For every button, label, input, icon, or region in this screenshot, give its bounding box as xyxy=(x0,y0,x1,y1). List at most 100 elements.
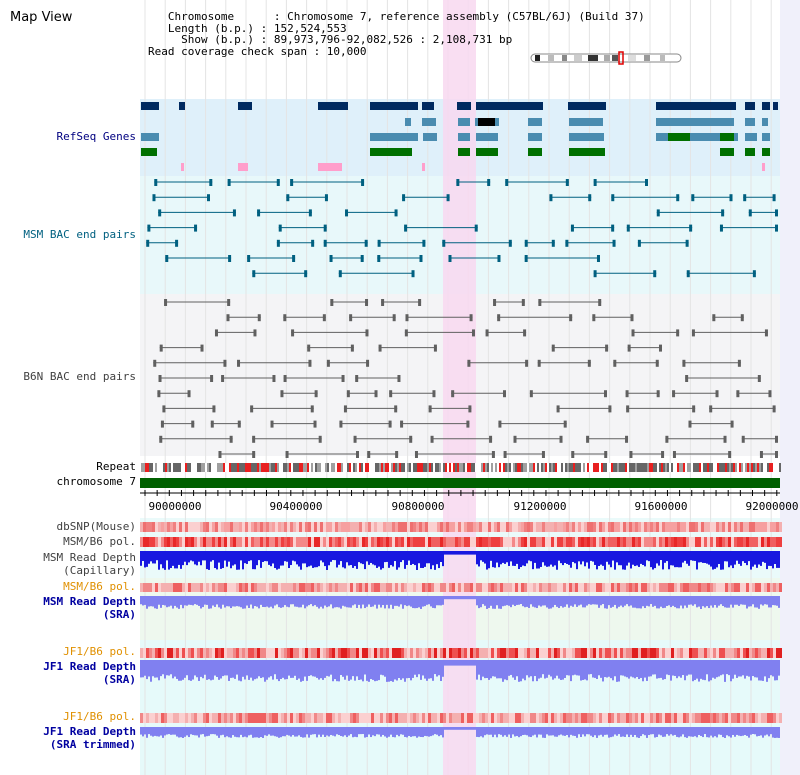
heat-cell xyxy=(416,583,419,592)
read-depth-bar xyxy=(390,551,392,566)
read-depth-bar xyxy=(308,660,310,677)
read-depth-bar xyxy=(362,596,364,605)
track-label-msm-bac[interactable]: MSM BAC end pairs xyxy=(23,228,136,241)
heat-cell xyxy=(725,648,728,658)
heat-cell xyxy=(146,648,149,658)
read-depth-bar xyxy=(468,727,470,730)
heat-cell xyxy=(566,713,569,723)
gene-feature xyxy=(179,102,185,110)
msm-bac-pair-end xyxy=(206,194,210,202)
read-depth-bar xyxy=(632,596,634,608)
read-depth-bar xyxy=(158,551,160,570)
read-depth-bar xyxy=(156,551,158,561)
b6n-bac-pair-end xyxy=(730,420,734,428)
read-depth-bar xyxy=(350,727,352,735)
msm-bac-pair-end xyxy=(611,224,615,232)
track-label-jf1-read-depth-sra[interactable]: JF1 Read Depth xyxy=(43,660,136,673)
heat-cell xyxy=(725,522,728,532)
read-depth-bar xyxy=(582,660,584,680)
heat-cell xyxy=(209,522,212,532)
read-depth-bar xyxy=(160,727,162,736)
heat-cell xyxy=(320,537,323,547)
b6n-bac-pair-end xyxy=(764,329,768,337)
track-label-jf1-b6-pol[interactable]: JF1/B6 pol. xyxy=(63,645,136,658)
heat-cell xyxy=(455,713,458,723)
gene-feature xyxy=(476,133,498,141)
read-depth-bar xyxy=(392,551,394,567)
read-depth-bar xyxy=(662,551,664,570)
repeat-segment xyxy=(675,463,677,472)
track-label-msm-read-depth-capillary[interactable]: MSM Read Depth xyxy=(43,551,136,564)
read-depth-bar xyxy=(272,660,274,680)
heat-cell xyxy=(704,537,707,547)
heat-cell xyxy=(530,537,533,547)
heat-cell xyxy=(476,713,479,723)
repeat-segment xyxy=(773,463,775,472)
read-depth-bar xyxy=(152,660,154,677)
heat-cell xyxy=(548,713,551,723)
track-label-b6n-bac[interactable]: B6N BAC end pairs xyxy=(23,370,136,383)
b6n-bac-pair-end xyxy=(537,359,541,367)
read-depth-bar xyxy=(332,596,334,609)
read-depth-bar xyxy=(142,596,144,606)
heat-cell xyxy=(170,522,173,532)
msm-bac-pair-end xyxy=(743,194,747,202)
heat-cell xyxy=(773,522,776,532)
heat-cell xyxy=(419,537,422,547)
track-label-msm-b6-pol-sra[interactable]: MSM/B6 pol. xyxy=(63,580,136,593)
read-depth-bar xyxy=(368,551,370,565)
heat-cell xyxy=(743,583,746,592)
read-depth-bar xyxy=(444,727,446,730)
read-depth-bar xyxy=(242,596,244,609)
repeat-segment xyxy=(609,463,611,472)
heat-cell xyxy=(569,522,572,532)
b6n-bac-pair-end xyxy=(605,344,609,352)
read-depth-bar xyxy=(680,596,682,606)
heat-cell xyxy=(203,648,206,658)
read-depth-bar xyxy=(344,660,346,680)
heat-cell xyxy=(362,522,365,532)
read-depth-bar xyxy=(288,596,290,608)
heat-cell xyxy=(656,522,659,532)
track-label-jf1-read-depth-trimmed[interactable]: JF1 Read Depth xyxy=(43,725,136,738)
b6n-bac-pair-end xyxy=(339,420,343,428)
ideogram-band xyxy=(562,55,567,61)
heat-cell xyxy=(506,583,509,592)
msm-bac-pair-end xyxy=(442,239,446,247)
read-depth-bar xyxy=(594,660,596,678)
track-label-msm-read-depth-sra[interactable]: MSM Read Depth xyxy=(43,595,136,608)
read-depth-bar xyxy=(620,551,622,566)
read-depth-bar xyxy=(584,596,586,608)
read-depth-bar xyxy=(170,551,172,569)
track-label-dbsnp[interactable]: dbSNP(Mouse) xyxy=(56,520,136,533)
heat-cell xyxy=(674,522,677,532)
heat-cell xyxy=(608,583,611,592)
track-label-msm-b6-pol-capillary[interactable]: MSM/B6 pol. xyxy=(63,535,136,548)
read-depth-bar xyxy=(324,727,326,737)
heat-cell xyxy=(191,537,194,547)
read-depth-bar xyxy=(666,551,668,562)
heat-cell xyxy=(503,522,506,532)
read-depth-bar xyxy=(552,660,554,680)
heat-cell xyxy=(209,713,212,723)
heat-cell xyxy=(227,537,230,547)
heat-cell xyxy=(632,713,635,723)
repeat-segment xyxy=(215,463,217,472)
read-depth-bar xyxy=(282,660,284,678)
heat-cell xyxy=(389,713,392,723)
heat-cell xyxy=(335,713,338,723)
read-depth-bar xyxy=(470,660,472,666)
heat-cell xyxy=(749,583,752,592)
read-depth-bar xyxy=(372,727,374,736)
heat-cell xyxy=(161,648,164,658)
read-depth-bar xyxy=(764,596,766,605)
track-label-refseq[interactable]: RefSeq Genes xyxy=(56,130,136,143)
read-depth-bar xyxy=(438,660,440,676)
repeat-segment xyxy=(641,463,643,472)
read-depth-bar xyxy=(184,727,186,737)
read-depth-bar xyxy=(208,551,210,570)
repeat-segment xyxy=(643,463,645,472)
track-label-jf1-b6-pol-trimmed[interactable]: JF1/B6 pol. xyxy=(63,710,136,723)
heat-cell xyxy=(380,537,383,547)
heat-cell xyxy=(683,522,686,532)
